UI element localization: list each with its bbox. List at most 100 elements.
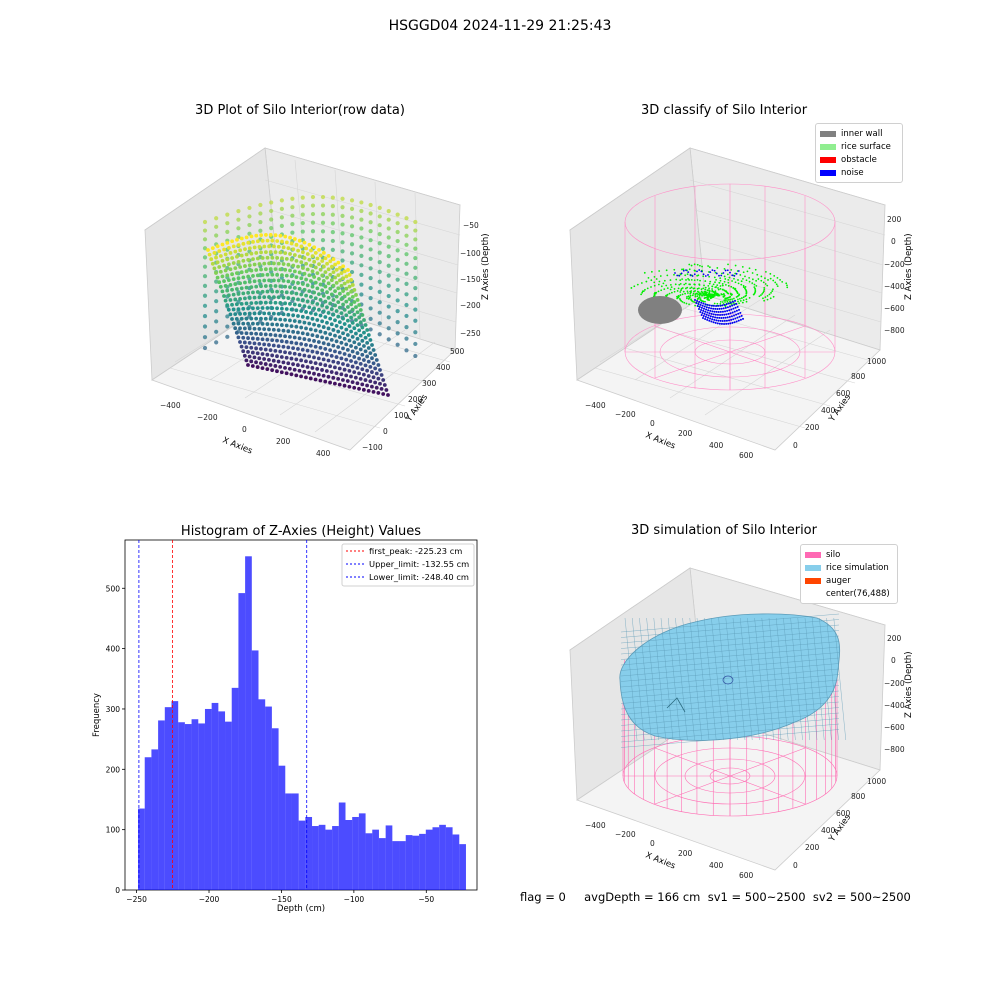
histogram-bars (138, 556, 466, 890)
z-tick: −50 (463, 221, 479, 230)
histogram-bar (291, 793, 299, 890)
classify-plot-title: 3D classify of Silo Interior (640, 103, 808, 118)
z-tick: −250 (460, 329, 481, 338)
legend-swatch (805, 564, 821, 571)
histogram-bar (378, 838, 386, 890)
x-tick: 400 (316, 449, 331, 458)
x-tick: 200 (678, 849, 693, 858)
legend-item: noise (820, 166, 898, 179)
histogram-bar (452, 834, 460, 890)
x-tick-label: −50 (418, 895, 434, 904)
histogram-bar (171, 701, 179, 890)
histogram-bar (439, 824, 446, 890)
histogram-bar (445, 827, 453, 890)
histogram-bar (231, 687, 239, 890)
x-tick: 200 (276, 437, 291, 446)
legend-swatch (805, 551, 821, 558)
histogram-bar (251, 650, 259, 890)
simulation-plot-title: 3D simulation of Silo Interior (631, 523, 817, 538)
x-axis-label: X Axies (221, 436, 254, 457)
x-tick-label: −250 (126, 895, 147, 904)
x-tick: −400 (160, 401, 181, 410)
histogram-bar (164, 707, 172, 890)
histogram-bar (265, 706, 272, 890)
z-axis-label: Z Axies (Depth) (904, 233, 914, 300)
z-tick: −100 (460, 249, 481, 258)
y-tick: 800 (851, 372, 866, 381)
x-tick: 200 (678, 429, 693, 438)
legend-label: Lower_limit: -248.40 cm (369, 572, 469, 582)
classified-points (630, 263, 789, 325)
legend-item: rice simulation (805, 561, 893, 574)
histogram-bar (432, 827, 440, 890)
rice-simulation-surface (619, 613, 846, 748)
raw-3d-plot: −400 −200 0 200 400 −100 0 100 200 300 4… (144, 147, 491, 458)
x-tick: 600 (739, 871, 754, 880)
y-tick: 600 (836, 389, 851, 398)
histogram-bar (144, 757, 152, 890)
rice-surface-points (630, 263, 789, 308)
x-tick: −200 (197, 413, 218, 422)
x-axis-label: Depth (cm) (277, 904, 325, 914)
histogram-bar (238, 593, 246, 890)
y-tick: 400 (436, 363, 451, 372)
x-axis-label: X Axies (644, 431, 677, 452)
histogram-bar (345, 820, 353, 890)
x-tick: −400 (585, 821, 606, 830)
figure-title: HSGGD04 2024-11-29 21:25:43 (388, 18, 612, 34)
histogram-bar (372, 829, 379, 890)
histogram-bar (151, 749, 159, 890)
y-tick: 400 (821, 406, 836, 415)
histogram-chart: −250 −200 −150 −100 −50 0 100 200 300 400 500 Dep… (92, 539, 478, 914)
histogram-bar (385, 825, 393, 890)
histogram-bar (412, 835, 420, 890)
histogram-bar (405, 835, 413, 890)
legend-label: Upper_limit: -132.55 cm (369, 559, 469, 569)
y-tick: 400 (821, 826, 836, 835)
x-tick: −200 (615, 830, 636, 839)
histogram-bar (211, 702, 219, 890)
histogram-bar (198, 723, 205, 890)
x-tick: 0 (650, 839, 655, 848)
noise-points (674, 269, 744, 325)
z-tick: −800 (884, 326, 905, 335)
histogram-bar (278, 765, 286, 890)
histogram-bar (138, 808, 145, 890)
x-tick: 400 (709, 861, 724, 870)
z-tick: −600 (884, 304, 905, 313)
y-tick-label: 300 (106, 705, 121, 714)
y-tick: 600 (836, 809, 851, 818)
legend-label: first_peak: -225.23 cm (369, 546, 462, 556)
y-tick-label: 400 (106, 645, 121, 654)
legend-swatch (820, 156, 836, 163)
simulation-3d-plot: −400 −200 0 200 400 600 0 200 400 600 80… (569, 567, 914, 880)
legend-swatch (820, 130, 836, 137)
legend-label: auger (826, 575, 851, 586)
legend-swatch (820, 169, 836, 176)
y-tick: −100 (362, 443, 383, 452)
legend-item: obstacle (820, 153, 898, 166)
y-tick: 100 (394, 411, 409, 420)
histogram-bar (338, 802, 346, 890)
y-tick-label: 500 (106, 584, 121, 593)
silo-cylinder-wireframe (624, 183, 836, 391)
classify-3d-plot: −400 −200 0 200 400 600 0 200 400 600 80… (569, 147, 914, 460)
legend-label: silo (826, 549, 841, 560)
histogram-bar (419, 833, 426, 890)
histogram-legend: first_peak: -225.23 cm Upper_limit: -132… (341, 543, 475, 587)
y-tick: 1000 (867, 357, 886, 366)
legend-label: obstacle (841, 154, 877, 165)
z-tick: 200 (887, 215, 902, 224)
z-tick: −600 (884, 723, 905, 732)
reference-lines (138, 540, 308, 890)
z-tick: −400 (884, 701, 905, 710)
legend-item: center(76,488) (805, 587, 893, 600)
z-tick: 0 (891, 656, 896, 665)
histogram-bar (392, 841, 400, 890)
y-tick: 0 (383, 427, 388, 436)
z-axis-label: Z Axies (Depth) (481, 233, 491, 300)
y-tick: 1000 (867, 777, 886, 786)
x-tick: −200 (615, 410, 636, 419)
z-tick: 200 (887, 634, 902, 643)
histogram-bar (305, 816, 313, 890)
